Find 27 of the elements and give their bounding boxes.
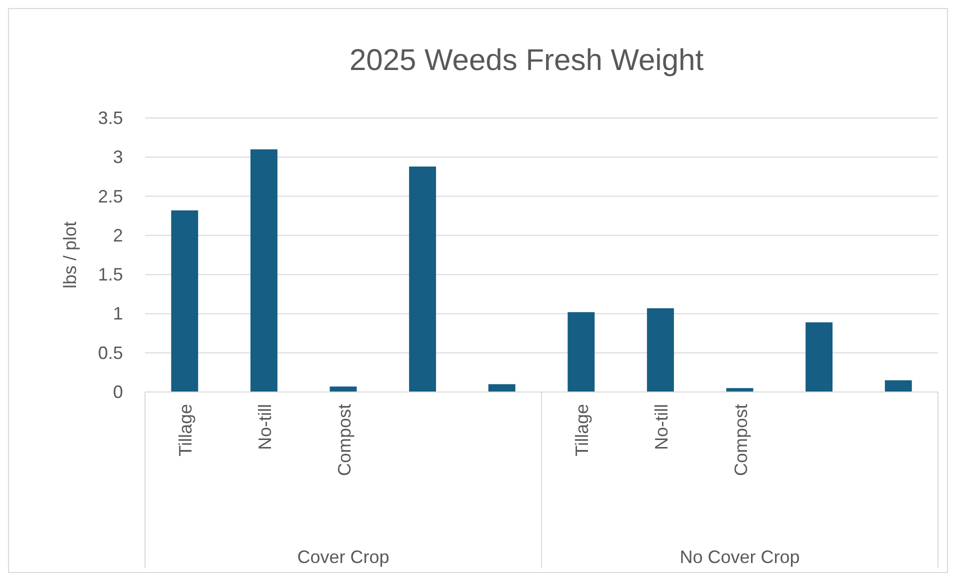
text: Cover Crop (297, 547, 390, 567)
x-tick-label: Compost (334, 404, 354, 476)
y-axis-title: lbs / plot (60, 221, 80, 289)
y-tick-label: 0 (112, 382, 123, 402)
bar (409, 166, 436, 392)
y-tick-label: 1 (112, 304, 123, 324)
y-tick-label: 2 (112, 225, 123, 246)
y-tick-label: 0.5 (98, 342, 123, 363)
y-tick-label: 2.5 (98, 186, 123, 206)
bar (568, 312, 595, 392)
y-tick-label: 3 (112, 147, 123, 168)
x-tick-label: No-till (254, 404, 275, 450)
text: No Cover Crop (680, 547, 800, 567)
bar (646, 308, 674, 392)
y-tick-label: 3.5 (98, 108, 123, 128)
bar (171, 210, 198, 392)
chart-title: 2025 Weeds Fresh Weight (349, 44, 704, 77)
x-tick-label: Tillage (572, 404, 592, 456)
bar (250, 149, 278, 392)
bar (884, 380, 912, 392)
x-tick-label: Tillage (176, 404, 196, 456)
x-tick-label: Compost (730, 404, 751, 476)
bar (806, 322, 833, 392)
x-tick-label: No-till (651, 404, 672, 450)
bar (488, 384, 516, 392)
bar (330, 386, 357, 392)
y-tick-label: 1.5 (98, 264, 123, 285)
